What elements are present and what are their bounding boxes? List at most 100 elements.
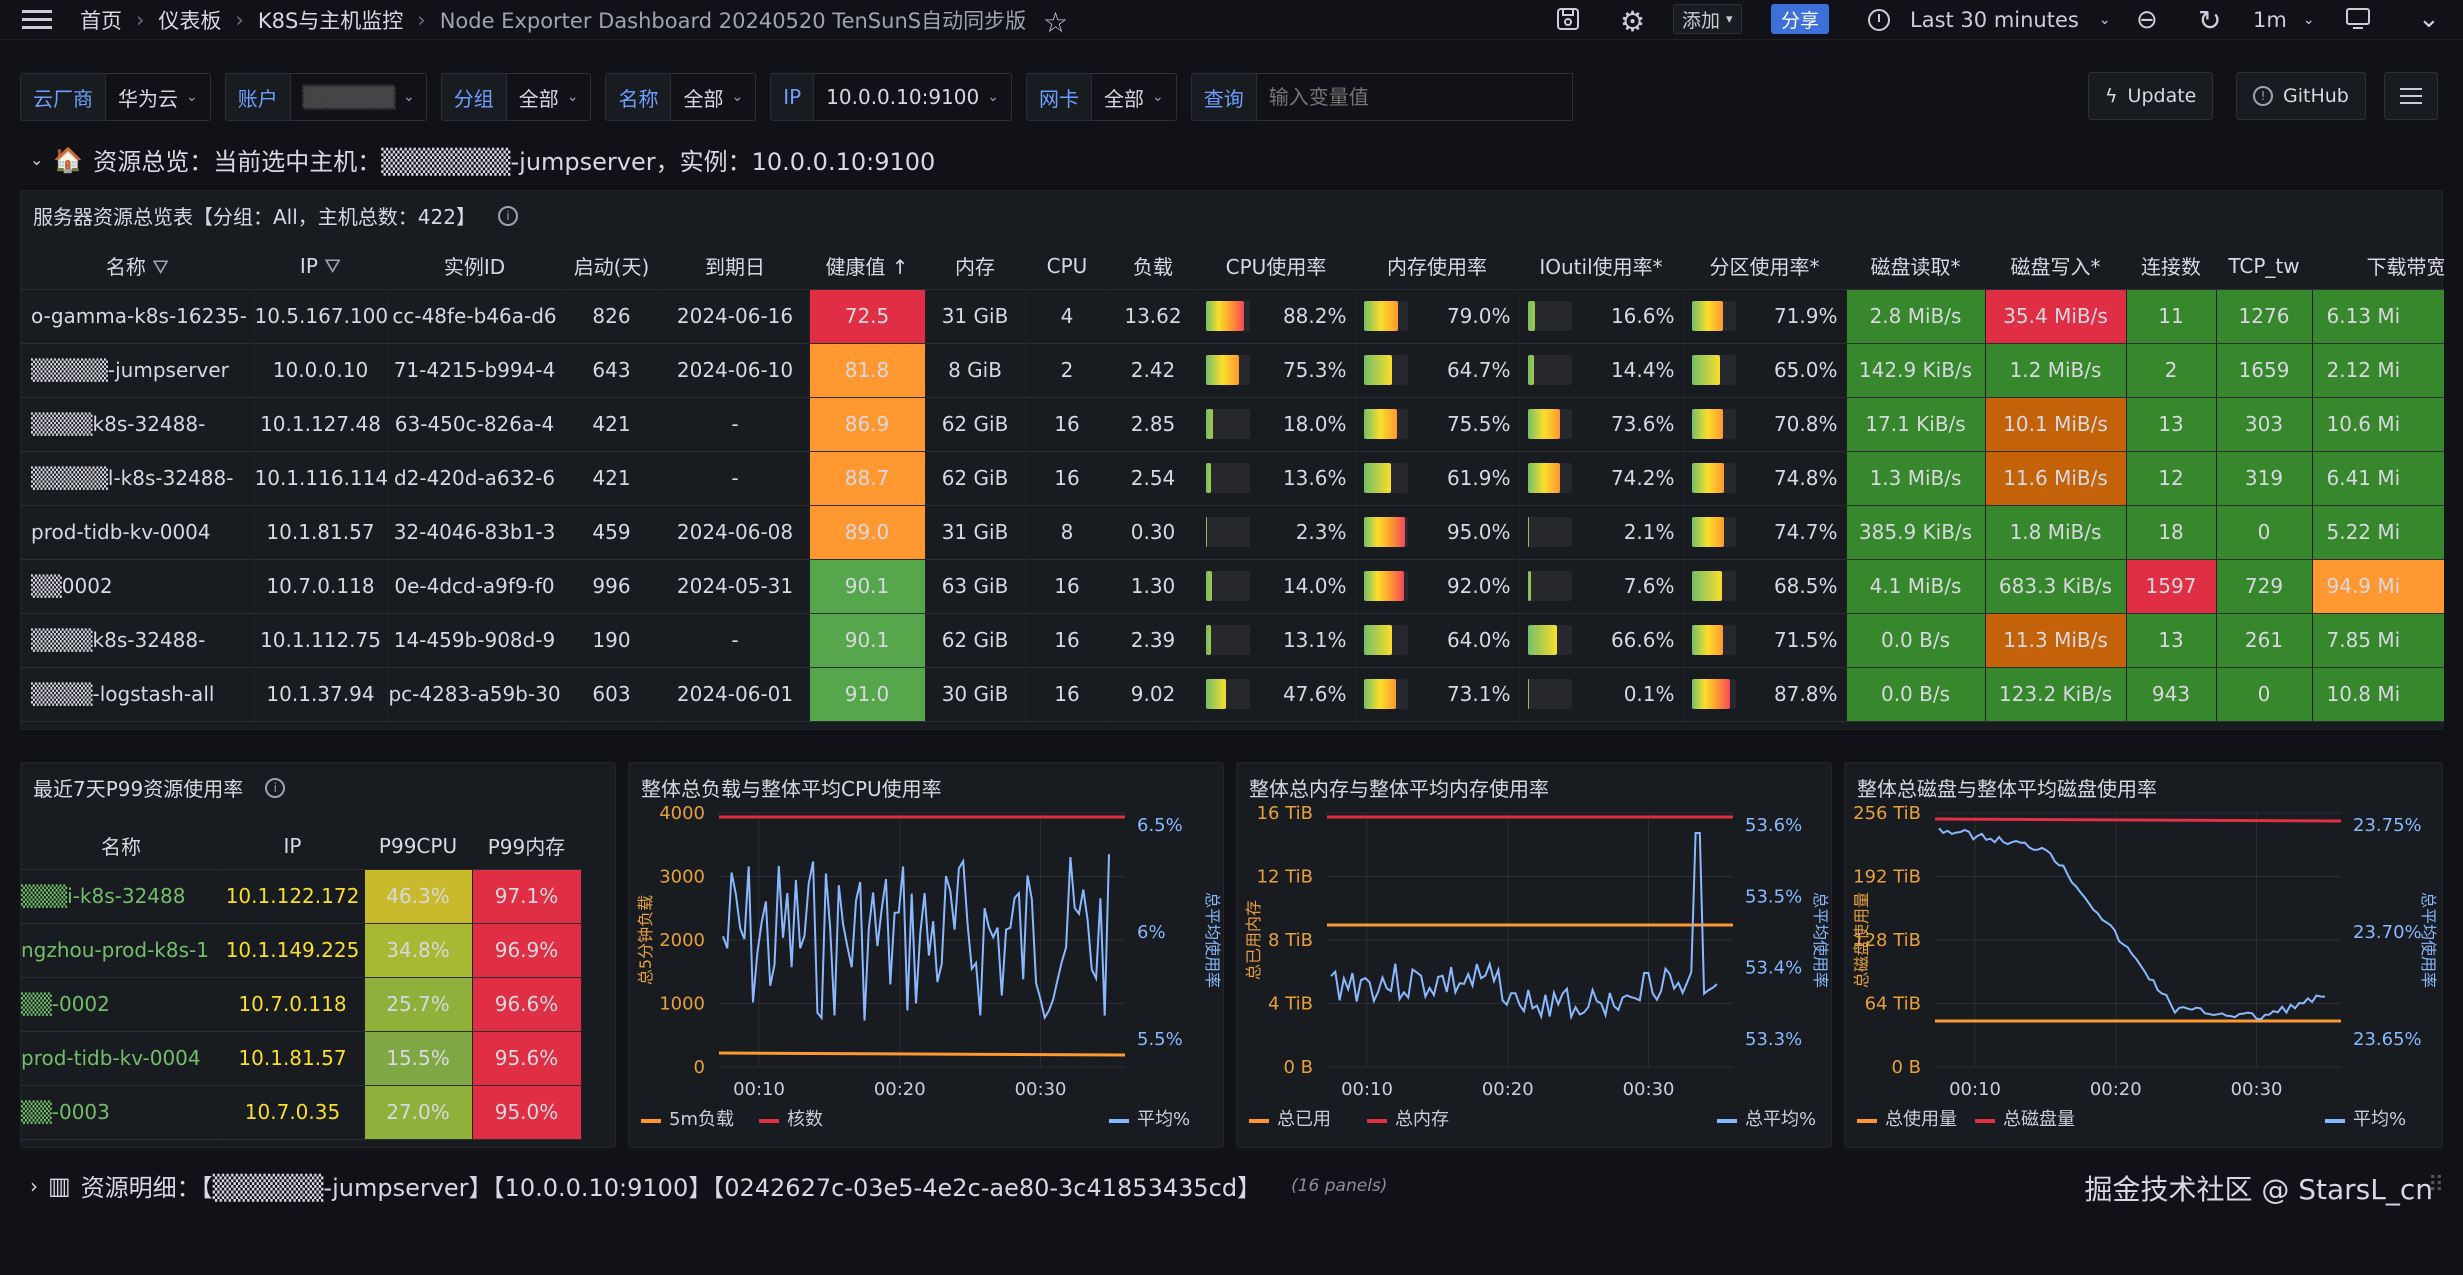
cell-exp: 2024-06-01	[661, 667, 810, 722]
legend-item[interactable]: 平均%	[1137, 1109, 1190, 1130]
var-name-select[interactable]: 全部 ⌄	[671, 73, 757, 121]
disk-chart: 256 TiB 192 TiB 128 TiB 64 TiB 0 B 23.75% 23.7…	[1852, 803, 2438, 1130]
legend-item[interactable]: 核数	[787, 1109, 823, 1130]
column-header-part_p[interactable]: 分区使用率*	[1683, 243, 1846, 290]
column-header-health[interactable]: 健康值 ↑	[809, 243, 925, 290]
tv-mode-icon[interactable]	[2345, 7, 2371, 31]
legend-item[interactable]: 总内存	[1395, 1109, 1449, 1130]
var-cloud-select[interactable]: 华为云 ⌄	[106, 73, 211, 121]
dashboard-menu-button[interactable]	[2384, 72, 2438, 120]
row-detail-header[interactable]: › ▥ 资源明细：【▒▒▒▒▒▒-jumpserver】【10.0.0.10:9…	[30, 1171, 2444, 1203]
legend-item[interactable]: 总使用量	[1885, 1109, 1957, 1130]
p99-cell-cpu: 34.8%	[364, 923, 473, 978]
cell-id: cc-48fe-b46a-d6	[387, 289, 563, 344]
refresh-interval-picker[interactable]: 1m ⌄	[2253, 8, 2315, 32]
panel-title: 整体总负载与整体平均CPU使用率	[641, 777, 942, 801]
cell-cpu[interactable]: 2	[1025, 343, 1110, 398]
legend-item[interactable]: 总平均%	[1745, 1109, 1816, 1130]
query-input[interactable]	[1256, 73, 1573, 121]
cell-cpu[interactable]: 4	[1025, 289, 1110, 344]
p99-cell-ip: 10.7.0.35	[221, 1085, 365, 1140]
cell-cpu[interactable]: 16	[1025, 667, 1110, 722]
panel-title: 整体总磁盘与整体平均磁盘使用率	[1857, 777, 2157, 801]
column-header-id[interactable]: 实例ID	[387, 243, 562, 290]
var-ip-select[interactable]: 10.0.0.10:9100 ⌄	[814, 73, 1012, 121]
cell-mem[interactable]: 31 GiB	[925, 289, 1026, 344]
share-button[interactable]: 分享	[1771, 4, 1830, 34]
column-header-load[interactable]: 负载	[1109, 243, 1197, 290]
cell-cpu[interactable]: 16	[1025, 559, 1110, 614]
breadcrumb-dashboards[interactable]: 仪表板	[158, 8, 222, 33]
p99-cell-cpu: 27.0%	[364, 1085, 473, 1140]
y-axis-label-left: 总已用内存	[1244, 900, 1263, 980]
series-avg-mem	[1330, 832, 1718, 1021]
cell-cpu[interactable]: 16	[1025, 397, 1110, 452]
legend-item[interactable]: 总已用	[1277, 1109, 1331, 1130]
github-button[interactable]: ! GitHub	[2236, 72, 2366, 120]
cell-mem[interactable]: 62 GiB	[925, 613, 1026, 668]
var-group-select[interactable]: 全部 ⌄	[506, 73, 592, 121]
add-button[interactable]: 添加 ▾	[1673, 4, 1742, 34]
cell-mem[interactable]: 63 GiB	[925, 559, 1026, 614]
cell-cpu[interactable]: 16	[1025, 613, 1110, 668]
time-range-picker[interactable]: Last 30 minutes ⌄	[1868, 4, 2111, 36]
column-header-tw[interactable]: TCP_tw	[2216, 243, 2312, 290]
menu-icon[interactable]	[22, 8, 52, 32]
p99-cell-ip: 10.1.81.57	[221, 1031, 365, 1086]
column-header-name[interactable]: 名称 ⛛	[21, 243, 254, 290]
filter-icon[interactable]: ⛛	[324, 253, 342, 278]
column-header-up[interactable]: 启动(天)	[562, 243, 661, 290]
table-row: ▒▒▒▒-logstash-all 10.1.37.94 pc-4283-a59b-…	[21, 667, 2444, 722]
cell-mem[interactable]: 62 GiB	[925, 451, 1026, 506]
zoom-out-icon[interactable]: ⊖	[2136, 5, 2158, 35]
column-header-cpu[interactable]: CPU	[1025, 243, 1109, 290]
breadcrumb-home[interactable]: 首页	[80, 8, 122, 33]
cell-mem[interactable]: 31 GiB	[925, 505, 1026, 560]
cell-cpu[interactable]: 16	[1025, 451, 1110, 506]
cell-cpu[interactable]: 8	[1025, 505, 1110, 560]
p99-header-name[interactable]: 名称	[21, 823, 221, 870]
column-header-dw[interactable]: 磁盘写入*	[1985, 243, 2126, 290]
column-header-bw[interactable]: 下载带宽	[2312, 243, 2444, 290]
legend-item[interactable]: 5m负载	[669, 1109, 734, 1130]
cell-mem[interactable]: 62 GiB	[925, 397, 1026, 452]
cell-dr: 0.0 B/s	[1846, 613, 1986, 668]
p99-header-mem[interactable]: P99内存	[472, 823, 581, 870]
info-icon[interactable]: i	[265, 777, 286, 798]
cell-health: 81.8	[809, 343, 926, 398]
settings-gear-icon[interactable]: ⚙	[1620, 5, 1646, 38]
refresh-icon[interactable]: ↻	[2198, 4, 2222, 37]
p99-cell-name: ▒▒-0003	[21, 1085, 222, 1140]
column-header-io_p[interactable]: IOutil使用率*	[1519, 243, 1683, 290]
cell-io_p: 16.6%	[1519, 289, 1684, 344]
column-header-ip[interactable]: IP ⛛	[254, 243, 387, 290]
cell-mem_p: 64.0%	[1355, 613, 1520, 668]
row-overview-header[interactable]: ⌄ 🏠 资源总览：当前选中主机：▒▒▒▒▒▒▒-jumpserver，实例：10…	[30, 145, 936, 177]
table-row: ▒▒▒i-k8s-32488 10.1.122.172 46.3% 97.1%	[21, 869, 582, 924]
column-header-dr[interactable]: 磁盘读取*	[1846, 243, 1985, 290]
p99-header-ip[interactable]: IP	[221, 823, 364, 870]
filter-icon[interactable]: ⛛	[152, 255, 170, 280]
info-icon[interactable]: i	[497, 205, 518, 226]
var-account-select[interactable]: ▒▒▒▒▒▒ ⌄	[290, 73, 427, 121]
legend-item[interactable]: 平均%	[2353, 1109, 2406, 1130]
column-header-exp[interactable]: 到期日	[661, 243, 809, 290]
column-header-mem_p[interactable]: 内存使用率	[1355, 243, 1519, 290]
star-icon[interactable]: ☆	[1043, 6, 1069, 39]
update-button[interactable]: ϟ Update	[2088, 72, 2214, 120]
cell-mem[interactable]: 30 GiB	[925, 667, 1026, 722]
breadcrumb-folder[interactable]: K8S与主机监控	[257, 8, 404, 33]
column-header-mem[interactable]: 内存	[925, 243, 1025, 290]
legend-swatch	[1857, 1119, 1877, 1123]
drag-handle-icon[interactable]: ⠿	[2427, 1173, 2444, 1198]
legend-item[interactable]: 总磁盘量	[2003, 1109, 2075, 1130]
column-header-cpu_p[interactable]: CPU使用率	[1197, 243, 1355, 290]
cell-mem[interactable]: 8 GiB	[925, 343, 1026, 398]
p99-cell-ip: 10.1.149.225	[221, 923, 365, 978]
var-nic-select[interactable]: 全部 ⌄	[1091, 73, 1177, 121]
save-icon[interactable]	[1555, 6, 1581, 32]
collapse-icon[interactable]: ⌄	[2418, 4, 2440, 34]
p99-header-cpu[interactable]: P99CPU	[364, 823, 472, 870]
column-header-conn[interactable]: 连接数	[2126, 243, 2216, 290]
y-tick-left: 4000	[659, 803, 705, 824]
